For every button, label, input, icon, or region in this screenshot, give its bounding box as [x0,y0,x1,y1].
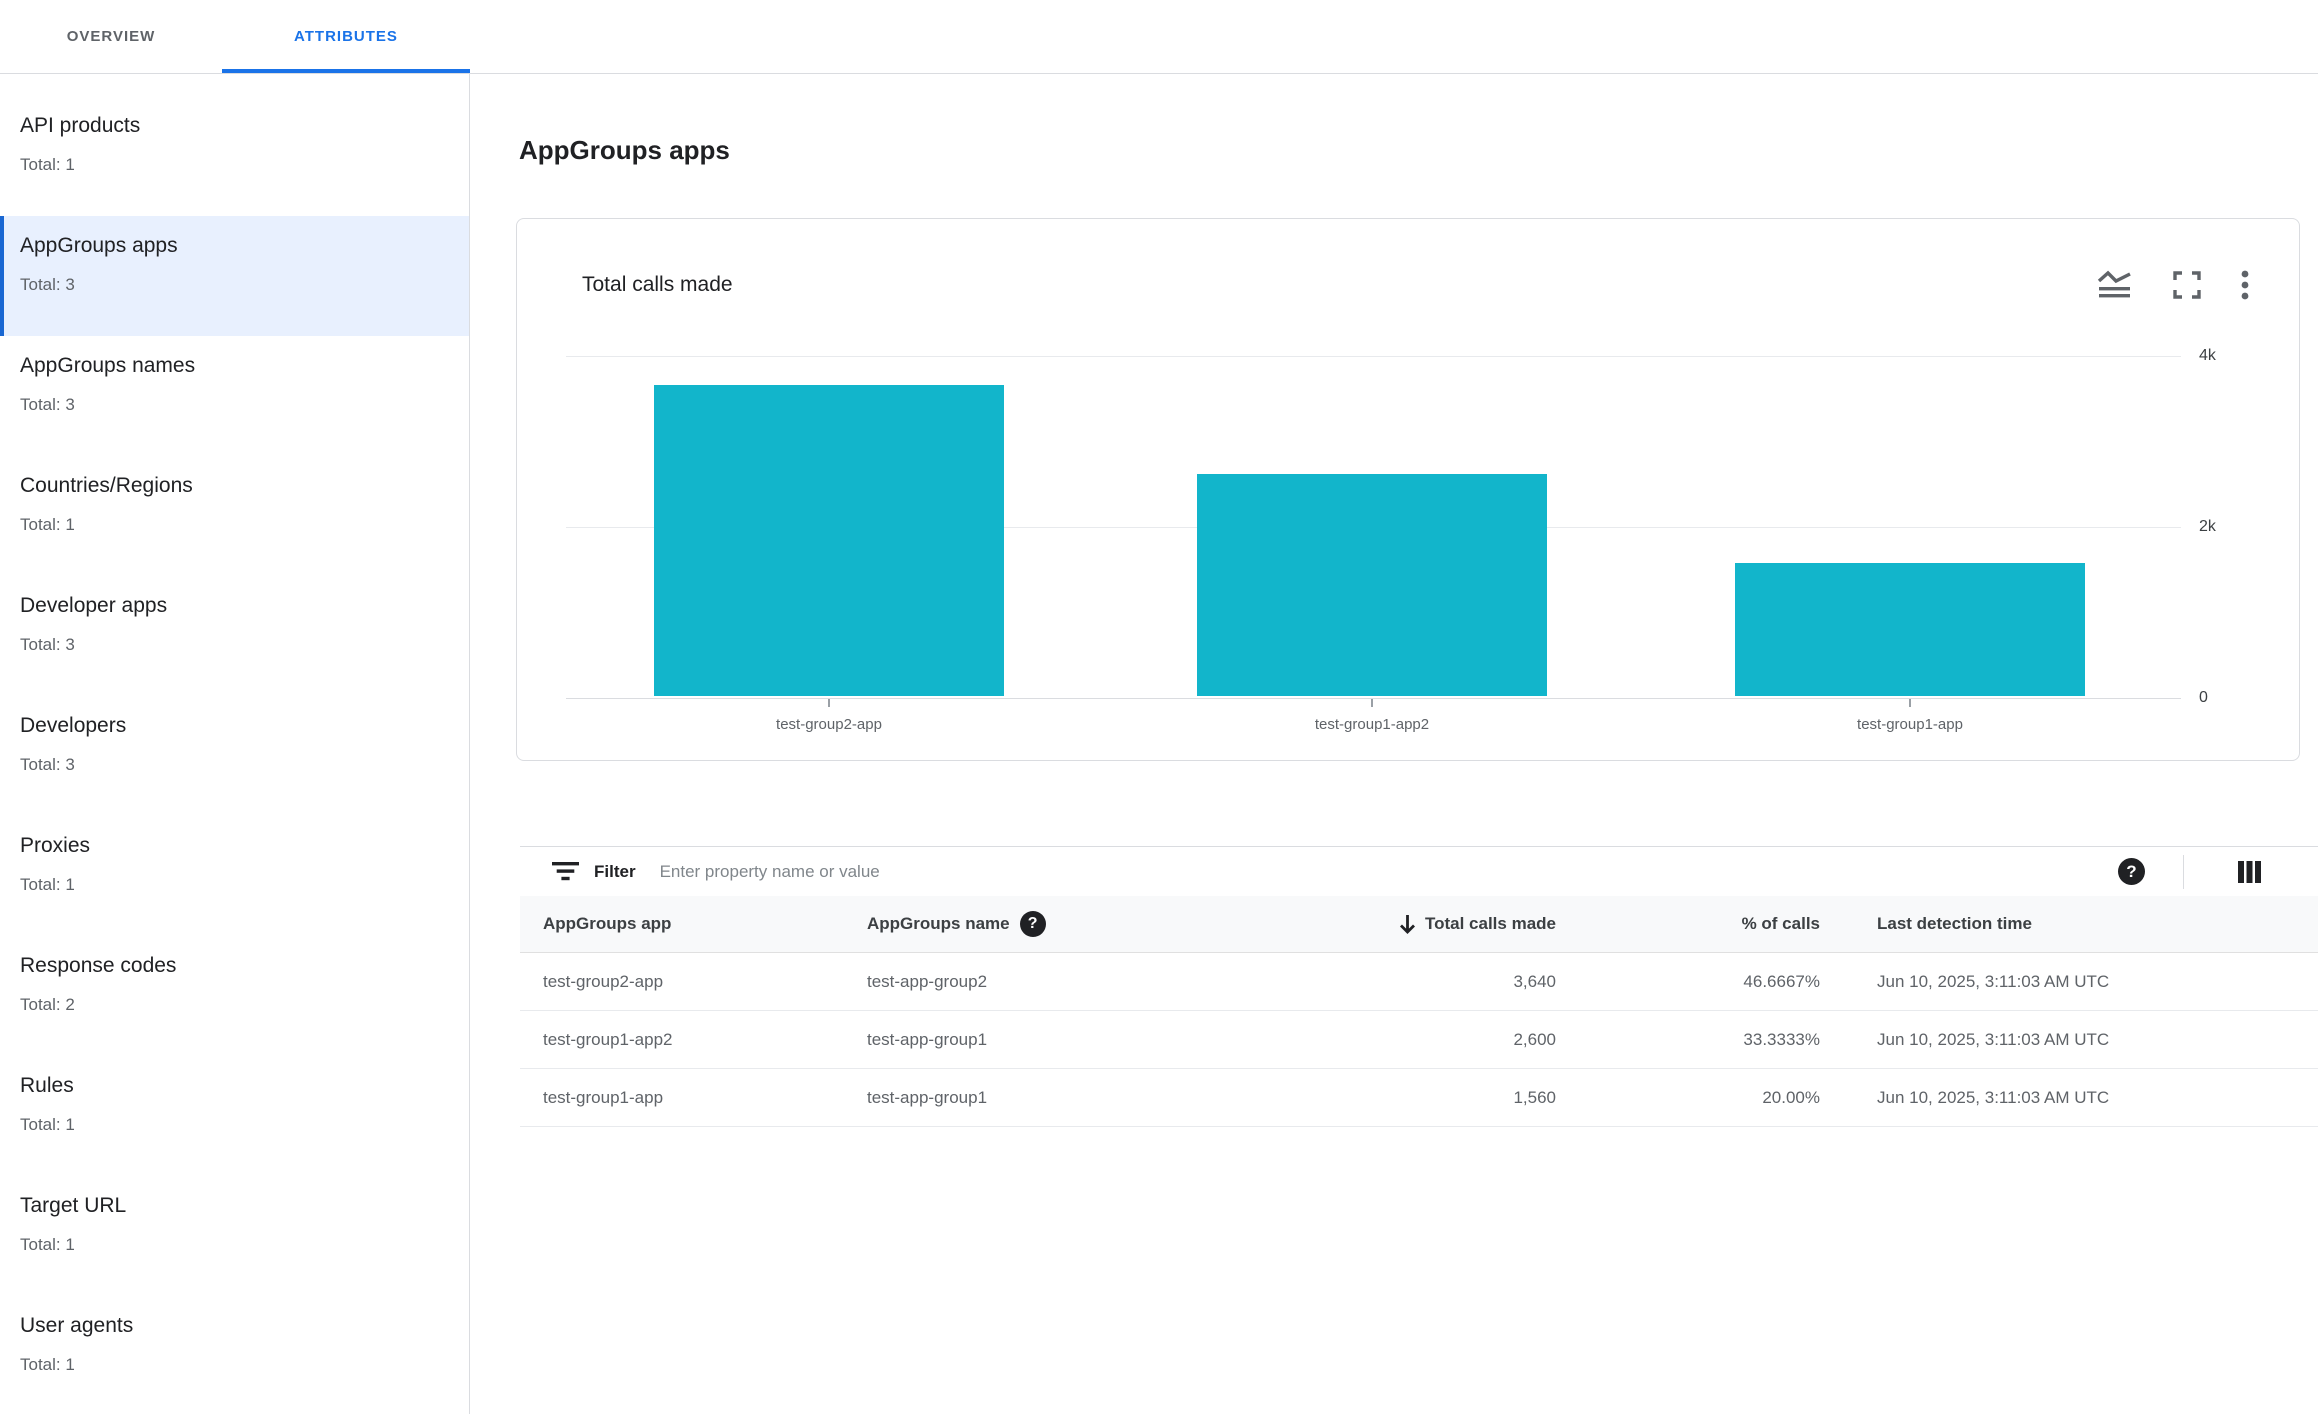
cell-total-calls: 2,600 [1513,1029,1556,1049]
column-header-last-detection[interactable]: Last detection time [1877,914,2032,933]
sidebar-item-label: Rules [20,1074,74,1097]
chart-style-icon[interactable] [2096,270,2133,301]
filter-help-icon[interactable]: ? [2118,858,2145,885]
cell-appgroups-app: test-group2-app [543,971,664,991]
cell-appgroups-app: test-group1-app [543,1087,664,1107]
x-axis-label-test-group1-app2: test-group1-app2 [1314,716,1430,733]
sidebar-item-rules[interactable]: Rules Total: 1 [0,1056,469,1176]
sort-desc-icon [1398,913,1417,935]
column-settings-icon[interactable] [2236,859,2262,885]
sidebar-item-target-url[interactable]: Target URL Total: 1 [0,1176,469,1296]
bar-test-group2-app[interactable] [654,385,1004,696]
cell-pct-calls: 46.6667% [1743,971,1820,991]
filter-label: Filter [594,861,636,881]
column-header-appgroups-name[interactable]: AppGroups name ? [867,911,1330,937]
cell-appgroups-name: test-app-group1 [867,1029,988,1049]
cell-pct-calls: 20.00% [1762,1087,1820,1107]
sidebar-item-developer-apps[interactable]: Developer apps Total: 3 [0,576,469,696]
cell-appgroups-app: test-group1-app2 [543,1029,673,1049]
gridline-4k [566,356,2181,357]
sidebar-item-label: API products [20,114,141,137]
sidebar-item-total: Total: 3 [20,275,75,294]
main-content: AppGroups apps Total calls made [470,74,2318,1414]
column-header-pct-calls[interactable]: % of calls [1741,914,1820,933]
sidebar-item-response-codes[interactable]: Response codes Total: 2 [0,936,469,1056]
tab-bar: OVERVIEW ATTRIBUTES [0,0,2318,74]
bar-chart-plot: 4k 2k 0 test-group2-app test-group1-app2 test… [517,219,2299,760]
cell-total-calls: 3,640 [1513,971,1556,991]
x-axis-label-test-group1-app: test-group1-app [1857,716,1963,733]
sidebar-item-label: AppGroups names [20,354,196,377]
sidebar-item-label: User agents [20,1314,134,1337]
sidebar-item-label: Countries/Regions [20,474,193,497]
x-axis-tick [1909,699,1911,707]
sidebar-item-total: Total: 1 [20,1115,75,1134]
attributes-sidebar: API products Total: 1 AppGroups apps Total:… [0,74,470,1414]
tab-overview-label: OVERVIEW [66,28,156,45]
sidebar-item-label: Target URL [20,1194,127,1217]
filter-list-icon [552,862,579,881]
sidebar-item-total: Total: 2 [20,995,75,1014]
column-header-appgroups-app[interactable]: AppGroups app [543,914,672,933]
sidebar-item-developers[interactable]: Developers Total: 3 [0,696,469,816]
cell-last-detection-time: Jun 10, 2025, 3:11:03 AM UTC [1877,1029,2110,1049]
sidebar-item-total: Total: 1 [20,875,75,894]
x-axis-label-test-group2-app: test-group2-app [776,716,882,733]
chart-title: Total calls made [582,273,733,296]
sidebar-item-label: Developers [20,714,127,737]
sidebar-item-total: Total: 1 [20,1355,75,1374]
table-row-test-group1-app: test-group1-app test-app-group1 1,560 20.00… [520,1069,2318,1127]
sidebar-item-label: Proxies [20,834,91,857]
table-row-test-group2-app: test-group2-app test-app-group2 3,640 46.66… [520,953,2318,1011]
cell-pct-calls: 33.3333% [1743,1029,1820,1049]
more-vert-icon[interactable] [2241,270,2249,300]
bar-test-group1-app[interactable] [1735,563,2085,696]
y-axis-label-0: 0 [2199,689,2208,706]
column-header-total-calls[interactable]: Total calls made [1330,913,1570,935]
sidebar-item-appgroups-apps[interactable]: AppGroups apps Total: 3 [0,216,469,336]
sidebar-item-countries-regions[interactable]: Countries/Regions Total: 1 [0,456,469,576]
cell-appgroups-name: test-app-group2 [867,971,988,991]
sidebar-item-total: Total: 3 [20,755,75,774]
y-axis-label-2k: 2k [2199,518,2216,535]
cell-last-detection-time: Jun 10, 2025, 3:11:03 AM UTC [1877,1087,2110,1107]
sidebar-item-label: Response codes [20,954,177,977]
sidebar-item-total: Total: 1 [20,515,75,534]
cell-total-calls: 1,560 [1513,1087,1556,1107]
sidebar-item-total: Total: 3 [20,395,75,414]
sidebar-item-api-products[interactable]: API products Total: 1 [0,96,469,216]
fullscreen-icon[interactable] [2171,269,2203,301]
filter-input[interactable] [657,860,2118,883]
sidebar-item-user-agents[interactable]: User agents Total: 1 [0,1296,469,1414]
y-axis-label-4k: 4k [2199,347,2216,364]
sidebar-item-proxies[interactable]: Proxies Total: 1 [0,816,469,936]
total-calls-chart-card: Total calls made [516,218,2300,761]
table-filter-toolbar: Filter ? [520,846,2318,896]
table-header-row: AppGroups app AppGroups name ? Total cal… [520,896,2318,953]
sidebar-item-label: AppGroups apps [20,234,178,257]
table-body: test-group2-app test-app-group2 3,640 46.66… [520,953,2318,1127]
appgroups-name-help-icon[interactable]: ? [1019,911,1046,937]
tab-overview[interactable]: OVERVIEW [0,0,222,73]
x-axis-tick [828,699,830,707]
bar-test-group1-app2[interactable] [1197,474,1547,696]
gridline-0 [566,698,2181,699]
cell-appgroups-name: test-app-group1 [867,1087,988,1107]
sidebar-item-total: Total: 3 [20,635,75,654]
tab-attributes-label: ATTRIBUTES [294,28,398,45]
x-axis-tick [1371,699,1373,707]
table-row-test-group1-app2: test-group1-app2 test-app-group1 2,600 33.3… [520,1011,2318,1069]
tab-attributes[interactable]: ATTRIBUTES [222,0,470,73]
sidebar-item-label: Developer apps [20,594,168,617]
sidebar-item-total: Total: 1 [20,155,75,174]
sidebar-item-total: Total: 1 [20,1235,75,1254]
sidebar-item-appgroups-names[interactable]: AppGroups names Total: 3 [0,336,469,456]
toolbar-divider [2183,854,2184,889]
cell-last-detection-time: Jun 10, 2025, 3:11:03 AM UTC [1877,971,2110,991]
page-title: AppGroups apps [519,135,730,165]
